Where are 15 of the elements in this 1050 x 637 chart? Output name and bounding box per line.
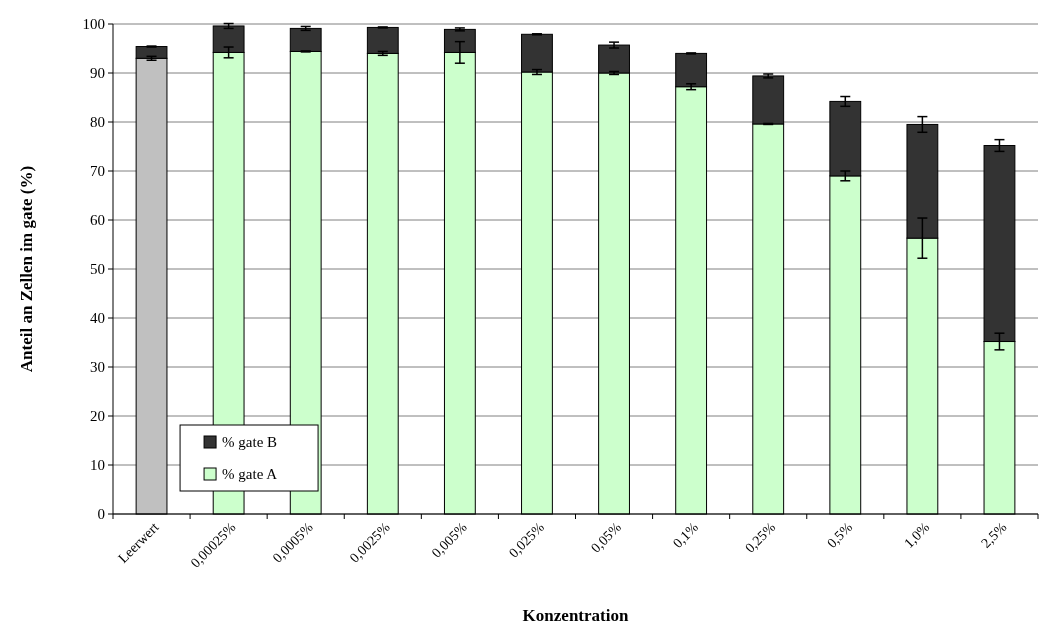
y-axis-title: Anteil an Zellen im gate (%) bbox=[17, 165, 36, 373]
y-tick-label: 90 bbox=[90, 65, 105, 82]
y-tick-label: 30 bbox=[90, 359, 105, 376]
legend-label: % gate B bbox=[222, 434, 278, 451]
x-axis-title: Konzentration bbox=[522, 606, 629, 625]
y-tick-label: 100 bbox=[82, 16, 105, 33]
y-tick-label: 40 bbox=[90, 310, 105, 327]
y-tick-label: 50 bbox=[90, 261, 105, 278]
y-tick-label: 20 bbox=[90, 408, 105, 425]
y-tick-label: 10 bbox=[90, 457, 105, 474]
legend-label: % gate A bbox=[222, 466, 278, 483]
y-tick-label: 60 bbox=[90, 212, 105, 229]
y-tick-label: 80 bbox=[90, 114, 105, 131]
y-tick-label: 70 bbox=[90, 163, 105, 180]
y-tick-label: 0 bbox=[97, 506, 105, 523]
